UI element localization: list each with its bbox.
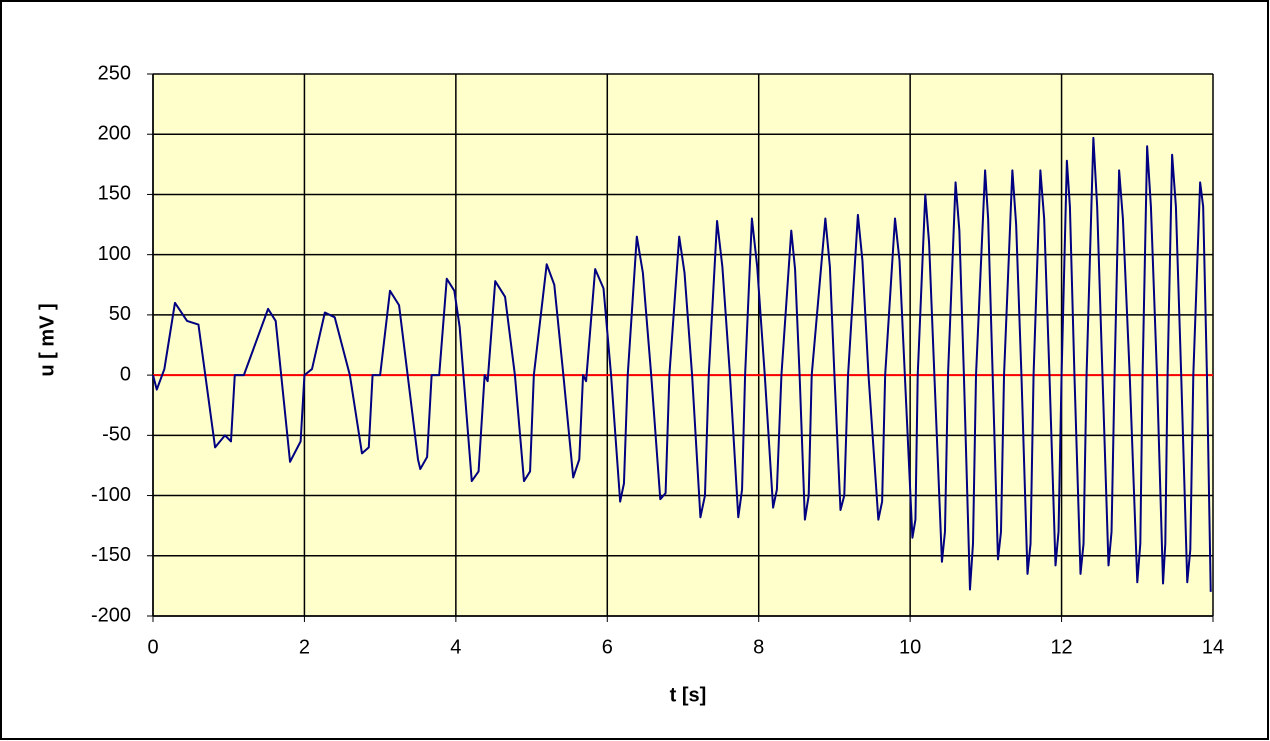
x-axis-title: t [s] bbox=[670, 684, 707, 706]
y-tick-label: -150 bbox=[91, 544, 131, 566]
x-tick-label: 2 bbox=[299, 636, 310, 658]
y-tick-label: -100 bbox=[91, 484, 131, 506]
y-axis-title: u [ mV ] bbox=[36, 303, 58, 376]
x-tick-label: 6 bbox=[602, 636, 613, 658]
signal-line bbox=[152, 136, 1212, 592]
y-tick-label: 250 bbox=[98, 62, 131, 84]
x-tick-label: 4 bbox=[450, 636, 461, 658]
y-tick-label: 200 bbox=[98, 123, 131, 145]
y-tick-label: 0 bbox=[120, 363, 131, 385]
x-tick-label: 0 bbox=[147, 636, 158, 658]
y-tick-label: 50 bbox=[109, 303, 131, 325]
y-tick-label: -50 bbox=[102, 424, 131, 446]
x-tick-label: 8 bbox=[753, 636, 764, 658]
x-tick-label: 14 bbox=[1202, 636, 1224, 658]
y-tick-label: 100 bbox=[98, 243, 131, 265]
y-tick-label: 150 bbox=[98, 183, 131, 205]
x-tick-label: 12 bbox=[1050, 636, 1072, 658]
plot-area bbox=[152, 73, 1214, 617]
y-tick-label: -200 bbox=[91, 604, 131, 626]
x-tick-label: 10 bbox=[899, 636, 921, 658]
